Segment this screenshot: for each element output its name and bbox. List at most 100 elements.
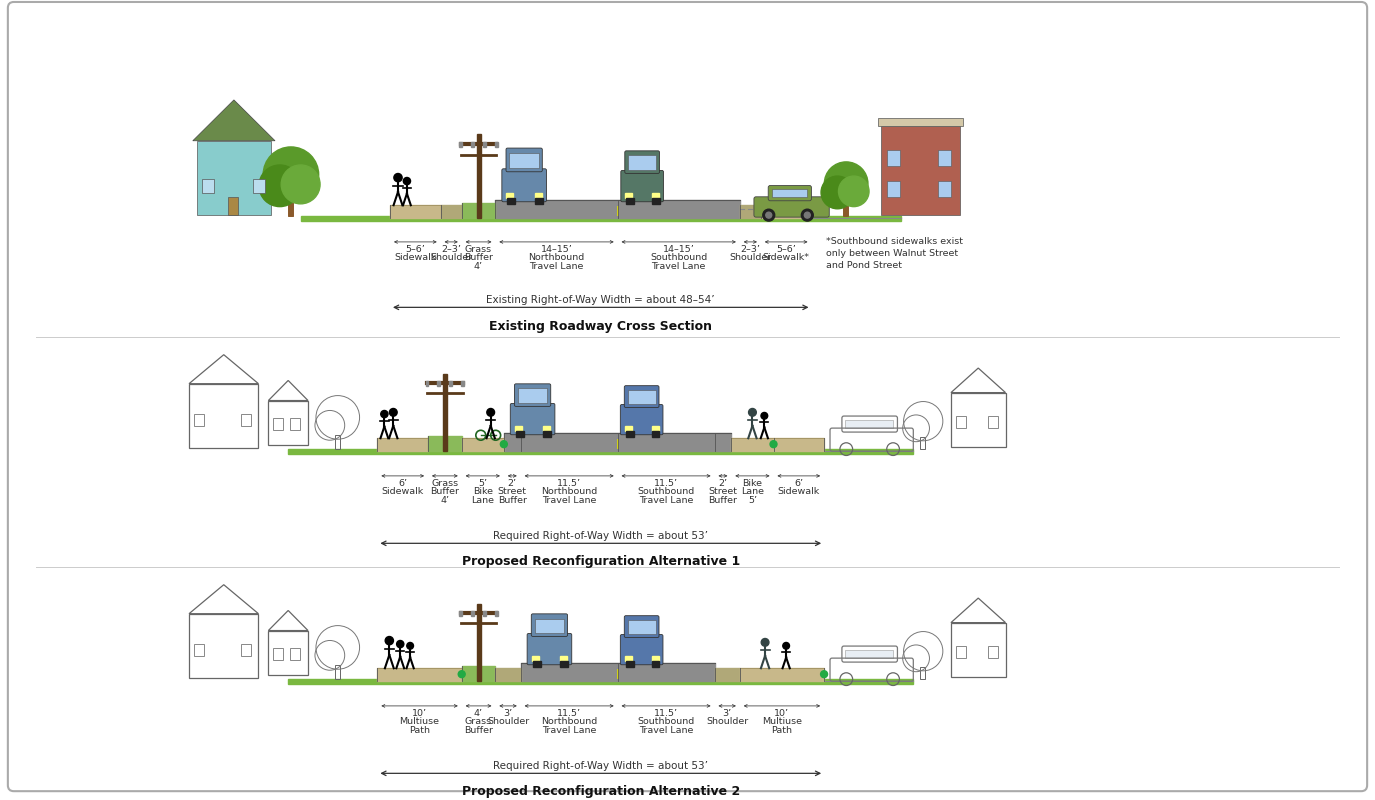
FancyBboxPatch shape: [769, 186, 811, 201]
Text: 11.5’: 11.5’: [557, 709, 582, 718]
Bar: [535, 198, 543, 204]
Bar: [628, 155, 656, 170]
Bar: [920, 438, 925, 449]
Bar: [774, 438, 824, 451]
Bar: [543, 431, 551, 438]
Text: 4’: 4’: [440, 496, 450, 505]
Bar: [188, 384, 258, 448]
FancyBboxPatch shape: [510, 403, 556, 434]
Bar: [920, 667, 925, 679]
Bar: [532, 656, 539, 662]
Text: Shoulder: Shoulder: [705, 718, 748, 726]
Text: 11.5’: 11.5’: [654, 709, 678, 718]
Text: Southbound: Southbound: [638, 718, 694, 726]
Text: 11.5’: 11.5’: [654, 479, 678, 488]
Bar: [462, 203, 495, 218]
Polygon shape: [193, 100, 275, 141]
Text: Travel Lane: Travel Lane: [639, 726, 693, 734]
Bar: [652, 656, 659, 662]
Text: 5’: 5’: [748, 496, 758, 505]
Bar: [450, 381, 452, 386]
Text: Sidewalk: Sidewalk: [382, 487, 424, 496]
Bar: [377, 668, 462, 681]
Text: 10’: 10’: [412, 709, 428, 718]
Text: Travel Lane: Travel Lane: [529, 262, 584, 270]
FancyBboxPatch shape: [506, 148, 542, 172]
Text: 3’: 3’: [722, 709, 732, 718]
Bar: [495, 668, 521, 681]
Text: 2’: 2’: [507, 479, 517, 488]
Bar: [951, 393, 1005, 447]
Bar: [289, 679, 913, 684]
Circle shape: [748, 409, 756, 416]
Text: Buffer: Buffer: [498, 496, 527, 505]
Bar: [626, 662, 634, 667]
Circle shape: [825, 162, 868, 206]
Bar: [440, 206, 462, 218]
Bar: [428, 436, 462, 451]
Text: Street: Street: [708, 487, 737, 496]
Bar: [628, 620, 656, 634]
Text: Required Right-of-Way Width = about 53’: Required Right-of-Way Width = about 53’: [494, 531, 708, 542]
Bar: [274, 418, 283, 430]
Bar: [507, 198, 516, 204]
Bar: [477, 134, 480, 218]
Bar: [652, 198, 660, 204]
Bar: [846, 650, 894, 658]
Circle shape: [381, 410, 388, 418]
Text: 5–6’: 5–6’: [777, 245, 796, 254]
Text: 6’: 6’: [399, 479, 407, 488]
FancyBboxPatch shape: [8, 2, 1367, 791]
Text: Bike: Bike: [473, 487, 492, 496]
Bar: [543, 426, 550, 431]
Bar: [521, 663, 715, 681]
Bar: [334, 666, 340, 679]
Bar: [228, 198, 238, 215]
Circle shape: [821, 670, 828, 678]
Text: 14–15’: 14–15’: [540, 245, 572, 254]
Bar: [881, 126, 960, 215]
Bar: [290, 648, 300, 659]
Bar: [956, 416, 965, 428]
Text: Northbound: Northbound: [540, 487, 597, 496]
Bar: [938, 150, 952, 166]
Text: Buffer: Buffer: [463, 726, 494, 734]
Bar: [626, 194, 632, 198]
Bar: [194, 414, 203, 426]
Text: Lane: Lane: [472, 496, 494, 505]
Bar: [253, 179, 265, 193]
Bar: [628, 390, 656, 404]
FancyBboxPatch shape: [620, 634, 663, 665]
Bar: [377, 438, 428, 451]
Text: Existing Roadway Cross Section: Existing Roadway Cross Section: [490, 320, 712, 334]
Circle shape: [762, 638, 769, 646]
Text: *Southbound sidewalks exist
only between Walnut Street
and Pond Street: *Southbound sidewalks exist only between…: [826, 237, 964, 270]
Bar: [268, 401, 308, 445]
Circle shape: [804, 212, 810, 218]
Bar: [877, 118, 962, 126]
Bar: [483, 611, 485, 616]
Text: 2’: 2’: [718, 479, 727, 488]
Text: Street: Street: [498, 487, 527, 496]
Text: Path: Path: [408, 726, 430, 734]
FancyBboxPatch shape: [624, 616, 659, 638]
Text: Proposed Reconfiguration Alternative 2: Proposed Reconfiguration Alternative 2: [462, 786, 740, 798]
Bar: [289, 449, 913, 454]
Bar: [459, 611, 462, 616]
Text: 11.5’: 11.5’: [557, 479, 582, 488]
Text: Southbound: Southbound: [650, 254, 707, 262]
Text: 10’: 10’: [774, 709, 789, 718]
Text: 2–3’: 2–3’: [740, 245, 760, 254]
FancyBboxPatch shape: [624, 386, 659, 407]
Text: 5–6’: 5–6’: [406, 245, 425, 254]
Bar: [197, 141, 271, 215]
FancyBboxPatch shape: [754, 197, 829, 217]
Bar: [626, 198, 634, 204]
Bar: [477, 604, 480, 681]
Text: Multiuse: Multiuse: [400, 718, 440, 726]
Bar: [290, 418, 300, 430]
Bar: [483, 142, 485, 147]
Bar: [461, 381, 465, 386]
Text: Proposed Reconfiguration Alternative 1: Proposed Reconfiguration Alternative 1: [462, 555, 740, 568]
Text: Travel Lane: Travel Lane: [652, 262, 705, 270]
